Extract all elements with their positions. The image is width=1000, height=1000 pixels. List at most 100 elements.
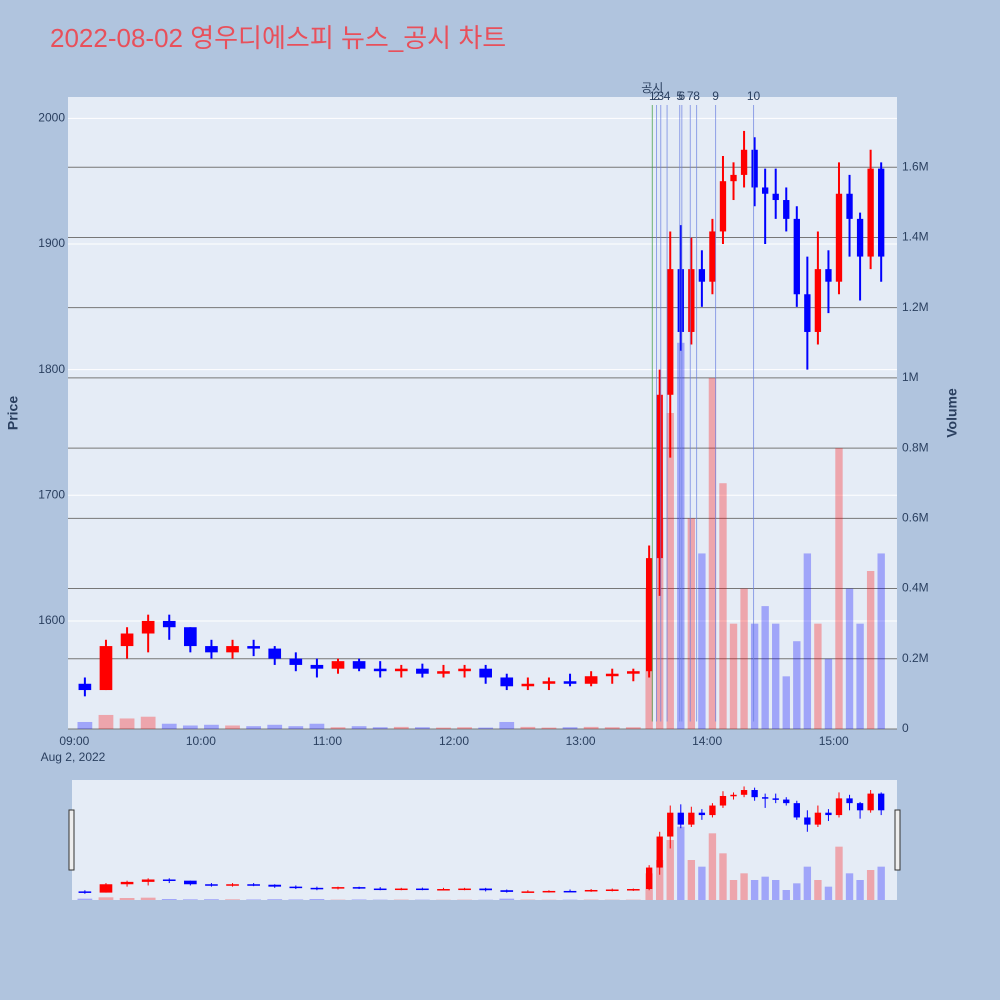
volume-bar xyxy=(740,588,748,729)
candle-body xyxy=(120,881,134,885)
candle-body xyxy=(856,803,864,811)
volume-bar xyxy=(267,724,283,729)
event-label: 2 xyxy=(653,89,660,103)
slider-handle[interactable] xyxy=(894,809,901,871)
candle-body xyxy=(878,793,885,811)
volume-bar xyxy=(750,623,759,729)
candle-body xyxy=(793,218,800,295)
candle-body xyxy=(416,668,429,674)
volume-bar xyxy=(782,890,790,900)
volume-bar xyxy=(740,873,748,900)
event-label: 1 xyxy=(649,89,656,103)
volume-bar xyxy=(729,880,738,900)
candle-body xyxy=(542,681,556,684)
volume-bar xyxy=(655,518,664,729)
candle-body xyxy=(331,887,345,889)
candle-body xyxy=(835,798,843,816)
volume-bar xyxy=(856,623,864,729)
candle-body xyxy=(751,790,758,798)
candle-body xyxy=(352,661,366,669)
volume-bar xyxy=(729,623,738,729)
y2-tick-label: 0 xyxy=(902,721,909,735)
candle-body xyxy=(500,677,514,687)
candle-body xyxy=(78,891,92,893)
volume-bar xyxy=(708,833,717,900)
y2-tick-label: 0.2M xyxy=(902,651,929,665)
candle-body xyxy=(814,812,822,825)
volume-bar xyxy=(98,897,114,900)
event-label: 10 xyxy=(747,89,761,103)
candle-body xyxy=(730,794,737,797)
candle-body xyxy=(162,620,176,628)
volume-bar xyxy=(520,726,536,729)
y2-tick-label: 1.2M xyxy=(902,300,929,314)
volume-bar xyxy=(782,676,790,729)
candle-body xyxy=(542,890,556,893)
candle-body xyxy=(394,668,408,672)
candle-body xyxy=(688,269,695,332)
candle-body xyxy=(761,797,769,799)
candle-body xyxy=(677,269,684,332)
candle-body xyxy=(141,620,155,634)
volume-bar xyxy=(330,727,346,729)
candle-body xyxy=(310,887,324,890)
candle-body xyxy=(772,193,779,201)
range-slider[interactable] xyxy=(72,780,897,900)
candle-body xyxy=(709,231,716,282)
volume-bar xyxy=(793,641,801,729)
volume-bar xyxy=(719,853,727,900)
candle-body xyxy=(709,805,716,816)
event-title: 공시 xyxy=(641,81,663,95)
volume-bar xyxy=(772,623,780,729)
candle-body xyxy=(521,891,535,893)
volume-bar xyxy=(824,658,833,729)
x-tick-label: 12:00 xyxy=(439,734,469,748)
volume-bar xyxy=(803,553,812,729)
volume-bar xyxy=(866,870,875,900)
candle-body xyxy=(804,294,811,332)
candle-body xyxy=(761,187,769,194)
y2-tick-label: 1.6M xyxy=(902,159,929,173)
date-label: Aug 2, 2022 xyxy=(41,750,106,764)
candle-body xyxy=(205,646,218,653)
candle-body xyxy=(78,683,92,691)
y-tick-label: 1700 xyxy=(38,487,65,501)
y2-tick-label: 1.4M xyxy=(902,230,929,244)
candle-body xyxy=(120,633,134,647)
slider-handle[interactable] xyxy=(68,809,75,871)
volume-bar xyxy=(708,377,717,729)
event-label: 3 xyxy=(657,89,664,103)
volume-bar xyxy=(687,518,696,729)
volume-bar xyxy=(414,727,430,729)
x-tick-label: 13:00 xyxy=(566,734,596,748)
volume-bar xyxy=(309,723,325,729)
candle-body xyxy=(867,168,874,257)
x-tick-label: 10:00 xyxy=(186,734,216,748)
event-label: 6 xyxy=(678,89,685,103)
volume-bar xyxy=(499,721,515,729)
volume-bar xyxy=(288,899,304,900)
volume-bar xyxy=(824,886,833,900)
y-axis-title: Price xyxy=(5,396,21,430)
y2-tick-label: 1M xyxy=(902,370,919,384)
volume-bar xyxy=(77,721,93,729)
volume-bar xyxy=(845,873,854,900)
candle-body xyxy=(719,181,727,232)
volume-bar xyxy=(436,727,451,729)
chart-title: 2022-08-02 영우디에스피 뉴스_공시 차트 xyxy=(50,23,506,53)
volume-bar xyxy=(604,727,620,729)
volume-bar xyxy=(161,899,177,900)
candle-body xyxy=(656,394,663,559)
candle-body xyxy=(99,646,113,691)
candle-body xyxy=(563,681,577,684)
candle-body xyxy=(825,269,832,282)
event-label: 5 xyxy=(676,89,683,103)
volume-bar xyxy=(204,899,219,900)
volume-bar xyxy=(856,880,864,900)
candle-body xyxy=(667,269,674,395)
candle-body xyxy=(751,149,758,188)
volume-bar xyxy=(761,606,769,729)
volume-bar xyxy=(666,413,674,729)
candle-body xyxy=(184,880,197,885)
event-label: 9 xyxy=(712,89,719,103)
